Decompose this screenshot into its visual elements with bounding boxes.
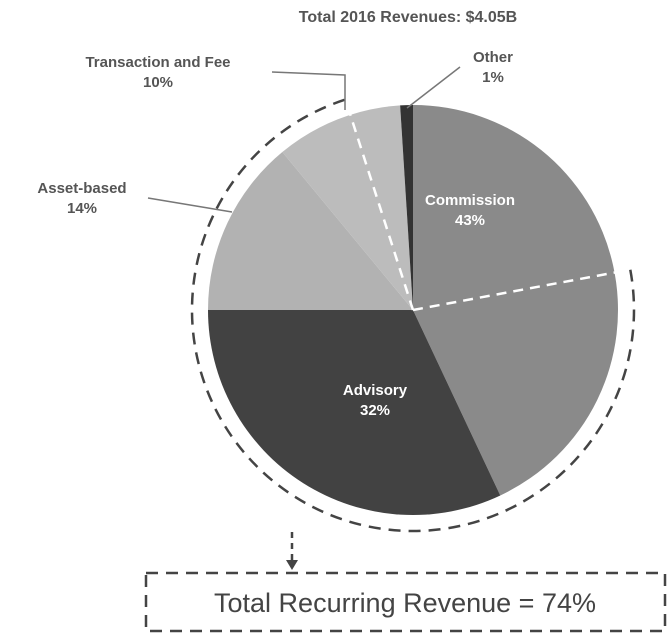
recurring-divider — [343, 96, 639, 312]
slice-label: Other — [473, 49, 513, 66]
arrow-head — [286, 560, 298, 570]
slice-value-label: 10% — [143, 74, 173, 91]
slice-value-label: 43% — [455, 212, 485, 229]
slice-label: Advisory — [343, 382, 408, 399]
leader-line — [147, 197, 233, 213]
pie-slice — [413, 105, 618, 496]
annotation: Total Recurring Revenue = 74% — [214, 588, 596, 618]
recurring-arc — [190, 98, 636, 533]
chart-title: Total 2016 Revenues: $4.05B — [299, 9, 517, 26]
pie-slice — [282, 105, 413, 311]
slice-value-label: 1% — [482, 69, 504, 86]
leader-line — [271, 71, 346, 110]
annotation-box — [144, 571, 667, 633]
pie-slice — [208, 310, 501, 515]
slice-value-label: 14% — [67, 200, 97, 217]
pie — [208, 105, 618, 515]
leader-line — [406, 66, 461, 109]
slice-label: Asset-based — [37, 180, 126, 197]
slice-label: Commission — [425, 192, 515, 209]
slice-value-label: 32% — [360, 402, 390, 419]
pie-slice — [400, 105, 413, 310]
pie-slice — [208, 152, 413, 310]
slice-label: Transaction and Fee — [85, 54, 230, 71]
